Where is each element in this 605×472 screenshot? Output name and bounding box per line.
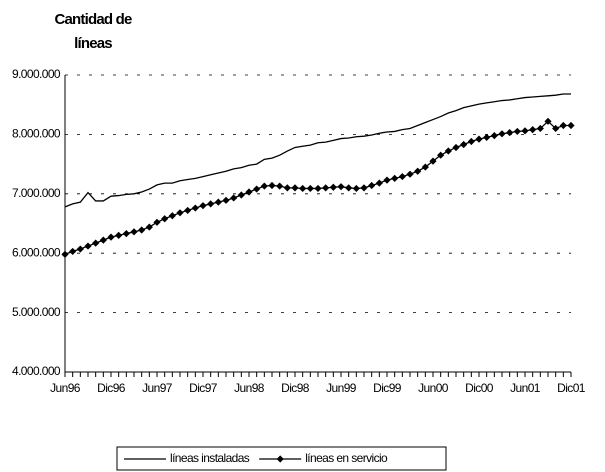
marker [513, 127, 521, 136]
y-tick-label: 4.000.000 [12, 364, 61, 378]
marker [115, 231, 123, 239]
marker [299, 184, 307, 193]
marker [145, 223, 153, 231]
x-tick-label: Dic00 [465, 381, 494, 395]
marker [199, 202, 207, 210]
marker [107, 233, 115, 241]
marker [536, 124, 544, 133]
marker [207, 200, 215, 208]
marker [245, 188, 253, 196]
x-tick-label: Jun01 [510, 381, 541, 395]
x-tick-label: Jun99 [326, 381, 357, 395]
x-tick-label: Dic96 [97, 381, 126, 395]
marker [452, 143, 460, 152]
marker [168, 212, 176, 220]
marker [161, 215, 169, 223]
x-tick-label: Dic98 [281, 381, 310, 395]
marker [276, 182, 284, 190]
x-tick-label: Jun97 [142, 381, 173, 395]
marker [99, 236, 107, 244]
marker [230, 194, 238, 202]
marker [498, 130, 506, 138]
marker [268, 181, 276, 190]
marker [306, 184, 314, 193]
y-tick-label: 9.000.000 [12, 67, 61, 81]
marker [176, 209, 184, 217]
y-tick-label: 5.000.000 [12, 305, 61, 319]
marker [429, 157, 437, 165]
marker [260, 182, 268, 190]
marker [475, 135, 483, 143]
marker [253, 185, 261, 193]
legend-label: líneas instaladas [170, 451, 250, 465]
marker [214, 198, 222, 206]
marker [184, 206, 192, 215]
legend-label: líneas en servicio [305, 451, 388, 465]
x-tick-label: Jun98 [234, 381, 265, 395]
marker [130, 228, 138, 236]
marker [483, 133, 491, 141]
marker [406, 170, 414, 178]
marker [398, 172, 406, 181]
x-tick-label: Dic99 [373, 381, 402, 395]
series-line [64, 93, 571, 208]
marker [368, 181, 376, 190]
marker [383, 176, 391, 184]
marker [191, 204, 199, 212]
y-tick-label: 7.000.000 [12, 186, 61, 200]
y-tick-label: 8.000.000 [12, 127, 61, 141]
marker [375, 179, 383, 187]
marker [467, 137, 475, 146]
marker [529, 126, 537, 134]
x-tick-label: Dic01 [557, 381, 586, 395]
marker [506, 129, 514, 137]
marker [444, 147, 452, 155]
marker [153, 218, 161, 226]
x-tick-label: Jun00 [418, 381, 449, 395]
marker [345, 184, 353, 192]
marker [283, 184, 291, 192]
chart-title: Cantidad de líneas [54, 11, 132, 52]
marker [521, 127, 529, 135]
marker [222, 196, 230, 204]
marker [437, 151, 445, 159]
marker [360, 184, 368, 192]
marker [92, 239, 100, 247]
marker [122, 229, 130, 238]
marker [352, 184, 360, 193]
x-tick-label: Jun96 [50, 381, 81, 395]
x-tick-label: Dic97 [189, 381, 218, 395]
marker [552, 124, 560, 133]
legend-marker [276, 455, 284, 463]
marker [237, 191, 245, 199]
marker [544, 117, 552, 125]
marker [329, 183, 337, 191]
marker [61, 250, 69, 258]
marker [559, 121, 567, 130]
y-tick-label: 6.000.000 [12, 245, 61, 259]
marker [391, 174, 399, 182]
marker [567, 121, 575, 130]
marker [69, 247, 77, 256]
marker [337, 183, 345, 191]
marker [421, 163, 429, 171]
marker [84, 242, 92, 250]
marker [414, 167, 422, 175]
marker [76, 245, 84, 253]
marker [460, 140, 468, 149]
marker [314, 184, 322, 193]
marker [490, 131, 498, 140]
marker [138, 226, 146, 234]
marker [291, 184, 299, 192]
marker [322, 184, 330, 192]
